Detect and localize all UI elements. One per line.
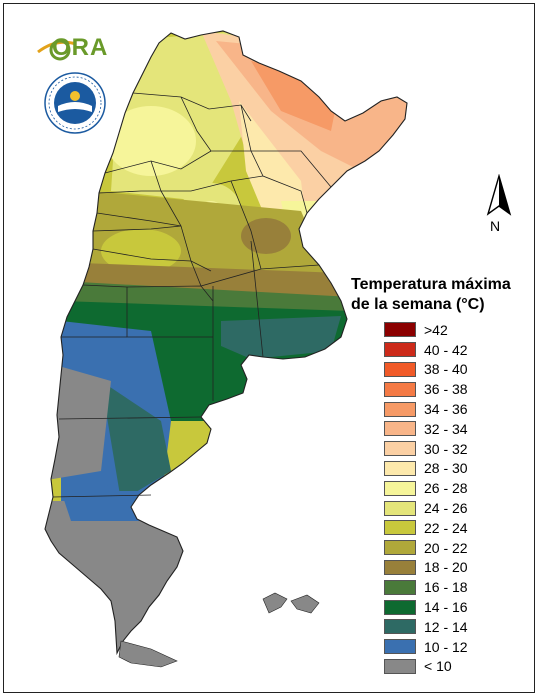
legend-label: 40 - 42 bbox=[424, 341, 468, 358]
legend-swatch bbox=[384, 520, 416, 536]
legend-label: 28 - 30 bbox=[424, 460, 468, 477]
legend-label: 20 - 22 bbox=[424, 539, 468, 556]
legend-title-line-1: Temperatura máxima bbox=[351, 276, 511, 293]
legend-swatch bbox=[384, 441, 416, 457]
legend-label: 36 - 38 bbox=[424, 381, 468, 398]
legend-item: 38 - 40 bbox=[384, 360, 468, 380]
legend-item: 26 - 28 bbox=[384, 478, 468, 498]
ora-logo: ORA bbox=[36, 34, 108, 64]
legend-swatch bbox=[384, 361, 416, 377]
legend-swatch bbox=[384, 322, 416, 338]
legend-label: 26 - 28 bbox=[424, 480, 468, 497]
legend-swatch bbox=[384, 381, 416, 397]
legend-swatch bbox=[384, 639, 416, 655]
legend-label: 34 - 36 bbox=[424, 401, 468, 418]
legend-label: 10 - 12 bbox=[424, 638, 468, 655]
legend-item: >42 bbox=[384, 320, 468, 340]
legend-item: 28 - 30 bbox=[384, 459, 468, 479]
argentina-temperature-map bbox=[44, 30, 408, 668]
ora-logo-text: ORA bbox=[52, 34, 109, 61]
legend-item: 16 - 18 bbox=[384, 577, 468, 597]
legend-swatch bbox=[384, 599, 416, 615]
map-frame: ORA N Temperatura máxima de la semana (°… bbox=[3, 3, 535, 693]
legend-item: 12 - 14 bbox=[384, 617, 468, 637]
legend-title-line-2: de la semana (°C) bbox=[351, 296, 485, 313]
north-arrow-icon bbox=[486, 174, 512, 216]
temperature-legend: >42 40 - 42 38 - 40 36 - 38 34 - 36 32 - 34 30… bbox=[384, 320, 468, 676]
legend-swatch bbox=[384, 401, 416, 417]
legend-swatch bbox=[384, 540, 416, 556]
legend-label: 14 - 16 bbox=[424, 599, 468, 616]
legend-swatch bbox=[384, 500, 416, 516]
legend-label: 32 - 34 bbox=[424, 420, 468, 437]
legend-swatch bbox=[384, 559, 416, 575]
legend-title: Temperatura máxima de la semana (°C) bbox=[351, 275, 531, 315]
legend-item: 32 - 34 bbox=[384, 419, 468, 439]
legend-label: >42 bbox=[424, 321, 448, 338]
legend-label: 24 - 26 bbox=[424, 500, 468, 517]
legend-item: 10 - 12 bbox=[384, 637, 468, 657]
legend-swatch bbox=[384, 342, 416, 358]
legend-swatch bbox=[384, 460, 416, 476]
legend-label: 18 - 20 bbox=[424, 559, 468, 576]
legend-swatch bbox=[384, 658, 416, 674]
legend-label: 22 - 24 bbox=[424, 519, 468, 536]
north-label: N bbox=[490, 218, 501, 234]
legend-item: 34 - 36 bbox=[384, 399, 468, 419]
legend-label: 12 - 14 bbox=[424, 618, 468, 635]
legend-swatch bbox=[384, 619, 416, 635]
legend-item: 20 - 22 bbox=[384, 538, 468, 558]
legend-item: 18 - 20 bbox=[384, 558, 468, 578]
legend-label: < 10 bbox=[424, 658, 452, 675]
legend-label: 30 - 32 bbox=[424, 440, 468, 457]
legend-swatch bbox=[384, 579, 416, 595]
legend-item: 24 - 26 bbox=[384, 498, 468, 518]
legend-item: 36 - 38 bbox=[384, 379, 468, 399]
legend-item: 30 - 32 bbox=[384, 439, 468, 459]
legend-item: 40 - 42 bbox=[384, 340, 468, 360]
ora-swoosh-icon bbox=[37, 39, 77, 61]
legend-item: < 10 bbox=[384, 657, 468, 677]
legend-swatch bbox=[384, 421, 416, 437]
legend-item: 22 - 24 bbox=[384, 518, 468, 538]
smn-seal-icon bbox=[44, 72, 106, 134]
legend-swatch bbox=[384, 480, 416, 496]
legend-item: 14 - 16 bbox=[384, 597, 468, 617]
legend-label: 16 - 18 bbox=[424, 579, 468, 596]
legend-label: 38 - 40 bbox=[424, 361, 468, 378]
